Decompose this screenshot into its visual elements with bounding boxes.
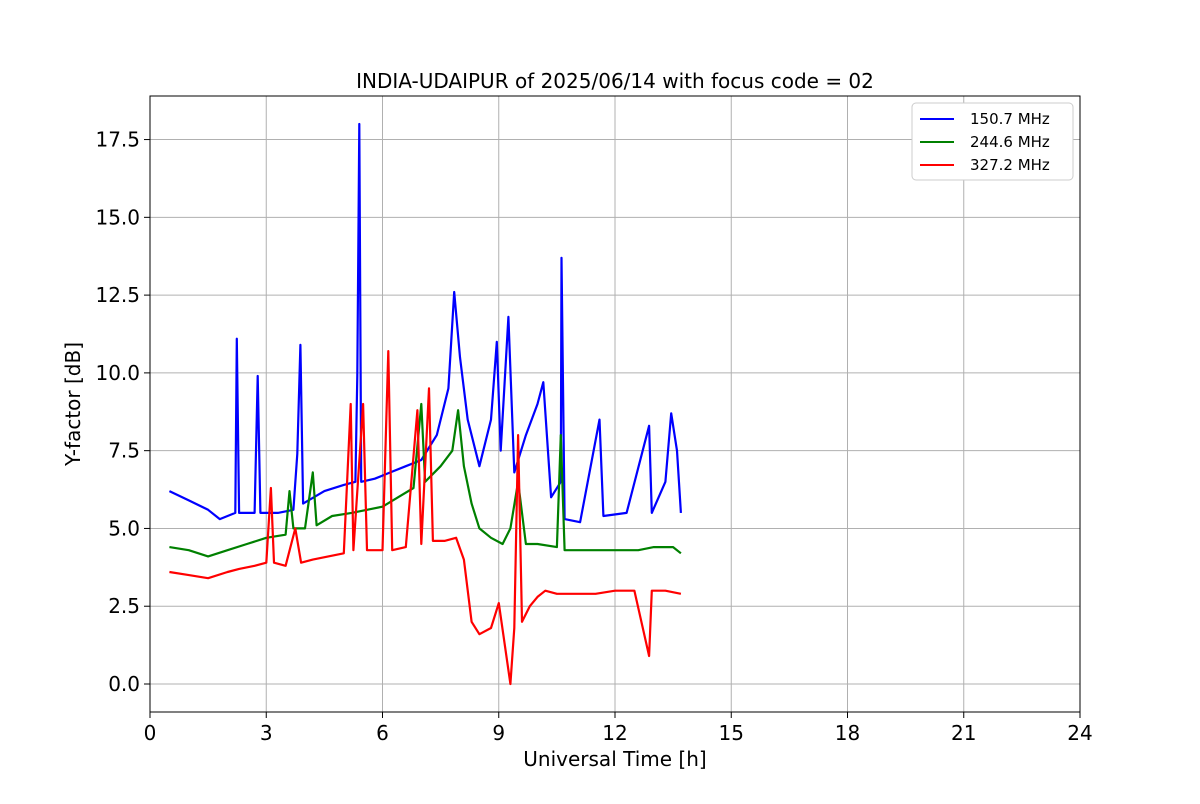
x-tick-label: 12 [602,721,627,745]
tick-layer: 0 3 6 9 12 15 18 21 24 0.0 2.5 5.0 7.5 10.0 12.5 15.0 17… [95,128,1092,745]
legend-label: 150.7 MHz [970,110,1050,128]
series-line-3 [169,350,682,686]
y-tick-label: 17.5 [95,128,140,152]
legend: 150.7 MHz 244.6 MHz 327.2 MHz [911,102,1074,181]
y-tick-label: 5.0 [108,516,140,540]
x-tick-label: 24 [1067,721,1092,745]
y-axis-label: Y-factor [dB] [61,342,85,467]
y-tick-label: 10.0 [95,361,140,385]
x-tick-label: 9 [492,721,505,745]
y-tick-label: 15.0 [95,205,140,229]
x-tick-label: 18 [835,721,860,745]
y-tick-label: 2.5 [108,594,140,618]
x-tick-label: 6 [376,721,389,745]
series-line-1 [168,122,682,524]
x-tick-label: 0 [144,721,157,745]
chart-title: INDIA-UDAIPUR of 2025/06/14 with focus c… [356,69,874,93]
series-layer [168,122,682,686]
y-tick-label: 12.5 [95,283,140,307]
legend-label: 244.6 MHz [970,133,1050,151]
x-axis-label: Universal Time [h] [523,747,706,771]
x-tick-label: 21 [951,721,976,745]
x-tick-label: 15 [719,721,744,745]
x-tick-label: 3 [260,721,273,745]
legend-label: 327.2 MHz [970,156,1050,174]
y-tick-label: 7.5 [108,439,140,463]
series-line-2 [169,402,682,558]
legend-box [911,102,1074,181]
y-tick-label: 0.0 [108,672,140,696]
